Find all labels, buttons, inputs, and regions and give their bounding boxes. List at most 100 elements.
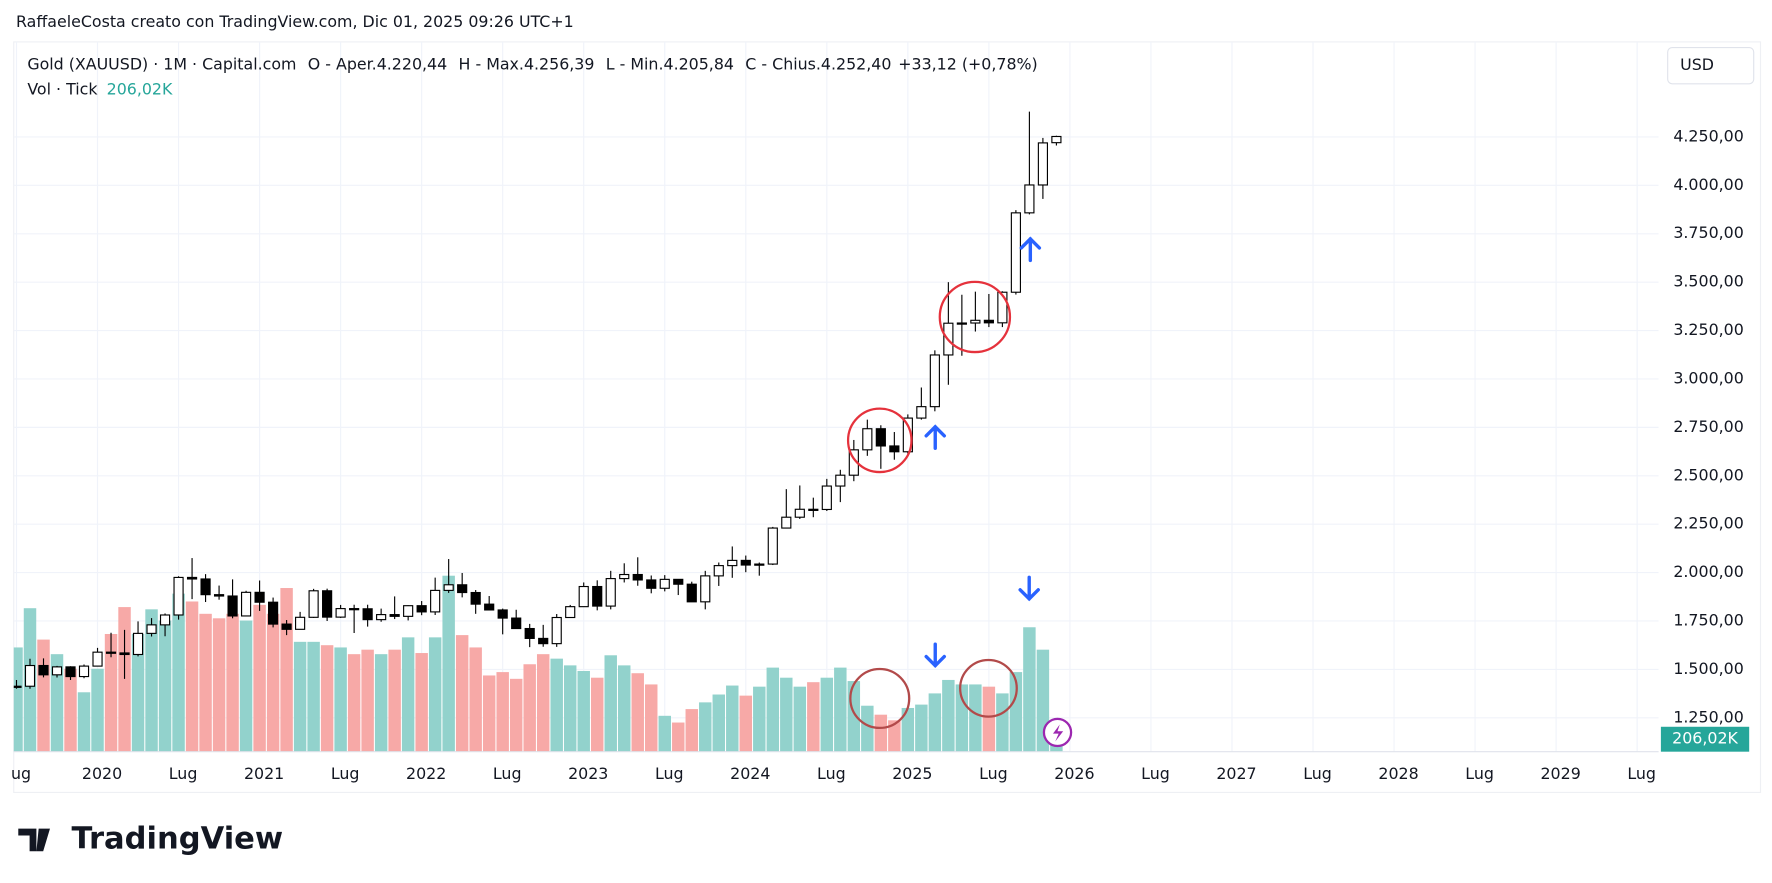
circle-annotation xyxy=(846,407,913,474)
volume-bar xyxy=(104,633,118,752)
volume-bar xyxy=(766,667,780,752)
volume-bar xyxy=(145,609,158,752)
x-tick-label: Lug xyxy=(1303,764,1332,783)
attribution: RaffaeleCosta creato con TradingView.com… xyxy=(16,12,574,31)
volume-bar xyxy=(753,686,766,752)
x-tick-label: 2023 xyxy=(568,764,608,783)
candle-body xyxy=(335,608,346,618)
volume-bar xyxy=(253,604,266,752)
x-tick-label: Lug xyxy=(331,764,360,783)
volume-bar xyxy=(469,647,482,752)
candle-body xyxy=(956,322,967,325)
candle-body xyxy=(470,591,481,605)
volume-bar xyxy=(13,647,23,752)
volume-bar xyxy=(847,681,861,752)
candle-body xyxy=(78,665,90,678)
candle-body xyxy=(821,485,832,511)
x-tick-label: Lug xyxy=(1141,764,1170,783)
y-tick-label: 1.750,00 xyxy=(1673,610,1744,629)
circle-annotation xyxy=(849,667,911,730)
arrow-up xyxy=(1019,236,1042,263)
volume-bar xyxy=(77,692,91,752)
y-tick-label: 2.000,00 xyxy=(1673,562,1744,581)
candle-body xyxy=(457,584,468,594)
candle-body xyxy=(132,632,144,656)
ohlc: O - Aper.4.220,44 H - Max.4.256,39 L - Min… xyxy=(308,54,892,73)
y-tick-label: 2.250,00 xyxy=(1673,514,1744,533)
candle-body xyxy=(1037,142,1048,186)
candle-body xyxy=(659,578,670,589)
annotations xyxy=(846,236,1073,748)
volume-bar xyxy=(915,704,928,752)
symbol: Gold (XAUUSD) · 1M · Capital.com xyxy=(27,54,296,73)
candle-body xyxy=(997,291,1008,324)
candle-body xyxy=(322,590,333,618)
candle-body xyxy=(713,565,724,577)
candle-body xyxy=(902,417,913,453)
candle-body xyxy=(281,623,292,630)
currency: USD xyxy=(1680,55,1714,74)
x-tick-label: 2024 xyxy=(730,764,770,783)
candle-body xyxy=(362,608,373,621)
y-tick-label: 3.000,00 xyxy=(1673,368,1744,387)
volume-bar xyxy=(293,641,307,752)
volume-bar xyxy=(928,693,942,752)
volume-tag-label: 206,02K xyxy=(1672,729,1738,748)
ohlc-value: 4.205,84 xyxy=(664,54,734,73)
y-tick-label: 4.250,00 xyxy=(1673,126,1744,145)
ohlc-key: C - Chius. xyxy=(745,54,821,73)
volume-bar xyxy=(672,722,685,752)
arrow-down xyxy=(924,642,946,669)
volume-bar xyxy=(158,620,172,752)
x-tick-label: Lug xyxy=(1465,764,1494,783)
volume-bar xyxy=(807,682,820,752)
currency-button[interactable] xyxy=(1667,46,1755,85)
volume-bar xyxy=(91,668,104,752)
candle-body xyxy=(565,606,576,619)
volume-bar xyxy=(320,645,334,752)
candle-body xyxy=(92,651,103,667)
ohlc-key: O - Aper. xyxy=(308,54,377,73)
volume-bar xyxy=(550,658,563,752)
legend-title: Gold (XAUUSD) · 1M · Capital.com O - Aper… xyxy=(27,54,1037,73)
volume-bar xyxy=(64,668,77,752)
volume-bar xyxy=(793,686,807,752)
volume-bar xyxy=(645,684,658,752)
volume-bar xyxy=(699,702,712,752)
candle-body xyxy=(538,637,549,645)
candle-body xyxy=(767,527,778,565)
volume-bar xyxy=(347,654,361,752)
x-tick-label: 2021 xyxy=(244,764,284,783)
volume-bar xyxy=(199,613,212,752)
ohlc-value: 4.220,44 xyxy=(377,54,448,73)
volume-bar xyxy=(37,639,50,752)
x-tick-label: 2027 xyxy=(1216,764,1256,783)
x-tick-label: Lug xyxy=(1627,764,1656,783)
volume-bar xyxy=(969,684,982,752)
volume-bar xyxy=(874,714,888,752)
candle-body xyxy=(254,591,265,603)
candle-body xyxy=(200,578,211,596)
candle-body xyxy=(578,585,589,608)
candle-body xyxy=(308,590,319,618)
volume-bar xyxy=(739,695,753,752)
volume-bar xyxy=(996,693,1009,752)
y-tick-label: 2.750,00 xyxy=(1673,417,1744,436)
volume-bar xyxy=(618,665,631,752)
candle-body xyxy=(403,605,414,617)
arrow-up xyxy=(924,424,946,450)
volume-bar xyxy=(536,654,550,752)
volume-bar xyxy=(1023,627,1036,752)
volume-bar xyxy=(496,672,509,752)
candle-body xyxy=(389,614,400,617)
volume-value: 206,02K xyxy=(107,79,173,98)
candle-body xyxy=(13,685,22,688)
candle-body xyxy=(605,578,616,607)
x-tick-label: Lug xyxy=(493,764,522,783)
volume-bar xyxy=(266,613,280,752)
candle-body xyxy=(268,601,279,625)
y-tick-label: 3.250,00 xyxy=(1673,320,1744,339)
x-tick-label: ug xyxy=(11,764,31,783)
volume-bar xyxy=(131,633,145,752)
